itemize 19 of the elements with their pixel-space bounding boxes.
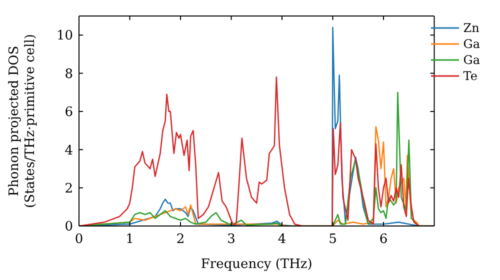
x-tick-label: 4 [278,232,286,248]
y-tick-label: 10 [56,28,73,44]
x-tick-label: 0 [74,232,84,248]
x-tick-label: 3 [227,232,236,248]
y-tick-label: 4 [64,143,73,158]
x-tick-label: 5 [328,232,337,248]
y-tick-label: 8 [64,66,73,82]
legend-label: Te [463,68,478,84]
x-tick-label: 1 [126,232,134,248]
y-tick-label: 6 [64,105,73,120]
x-tick-label: 2 [176,232,185,248]
x-tick-label: 6 [379,232,388,248]
y-tick-label: 2 [64,181,73,196]
legend-label: Ga [463,52,480,68]
legend-label: Zn [463,20,480,36]
y-tick-label: 0 [64,220,73,235]
legend-label: Ga [463,36,480,52]
y-axis-title: Phonon projected DOS (States/THz·primitive cell) [7,34,38,208]
x-axis-title: Frequency (THz) [200,257,312,272]
